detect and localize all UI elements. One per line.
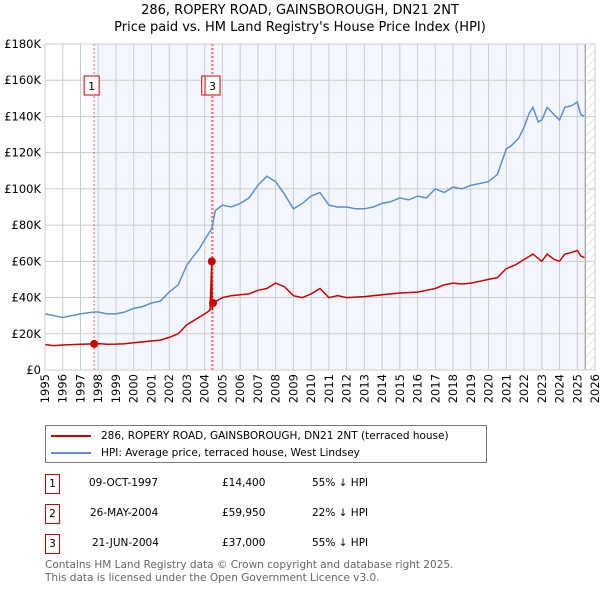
x-tick-label: 2017 — [428, 374, 442, 403]
x-tick-label: 1999 — [109, 374, 123, 403]
transaction-price: £37,000 — [222, 537, 266, 549]
x-tick-label: 2002 — [162, 374, 176, 403]
transaction-date: 26-MAY-2004 — [90, 507, 159, 519]
transaction-badge: 2 — [45, 504, 60, 524]
chart-title: 286, ROPERY ROAD, GAINSBOROUGH, DN21 2NT — [141, 3, 459, 18]
x-tick-label: 2026 — [588, 374, 600, 403]
series-line — [44, 100, 585, 319]
price-chart: 1995 1996 1997 1998 1999 2000 2001 2002 2003 2004… — [4, 37, 600, 403]
legend-label: 286, ROPERY ROAD, GAINSBOROUGH, DN21 2NT… — [101, 430, 449, 442]
transaction-hpi: 55% ↓ HPI — [312, 537, 369, 549]
x-tick-label: 2015 — [393, 374, 407, 403]
x-tick-label: 2004 — [198, 374, 212, 403]
legend-swatch-red — [51, 435, 91, 437]
x-tick-label: 2012 — [340, 374, 354, 403]
legend-swatch-blue — [51, 452, 91, 454]
x-tick-label: 2023 — [535, 374, 549, 403]
transaction-date: 09-OCT-1997 — [89, 477, 158, 489]
x-tick-label: 2001 — [144, 374, 158, 403]
x-tick-label: 2003 — [180, 374, 194, 403]
y-tick-label: £0 — [26, 363, 41, 377]
x-tick-label: 1996 — [56, 374, 70, 403]
x-tick-label: 2008 — [269, 374, 283, 403]
x-tick-label: 2025 — [570, 374, 584, 403]
legend-label: HPI: Average price, terraced house, West… — [101, 447, 360, 459]
transaction-badge: 1 — [45, 474, 60, 494]
x-tick-label: 2000 — [127, 374, 141, 403]
x-tick-label: 2011 — [322, 374, 336, 403]
transaction-hpi: 55% ↓ HPI — [312, 477, 369, 489]
x-tick-label: 2005 — [215, 374, 229, 403]
x-tick-label: 2019 — [464, 374, 478, 403]
transaction-row: 2 26-MAY-2004 £59,950 22% ↓ HPI — [45, 504, 465, 524]
y-tick-label: £140K — [4, 109, 41, 123]
transaction-badge: 3 — [45, 534, 60, 554]
sale-point — [209, 298, 218, 307]
x-tick-label: 2009 — [286, 374, 300, 403]
sale-point — [207, 257, 216, 266]
legend-item-property: 286, ROPERY ROAD, GAINSBOROUGH, DN21 2NT… — [51, 428, 449, 444]
footer-line: This data is licensed under the Open Gov… — [45, 572, 380, 584]
x-tick-label: 1998 — [91, 374, 105, 403]
y-tick-label: £80K — [12, 218, 42, 232]
y-tick-label: £60K — [12, 254, 42, 268]
x-tick-label: 2010 — [304, 374, 318, 403]
sale-label: 3 — [209, 80, 216, 93]
transaction-date: 21-JUN-2004 — [92, 537, 159, 549]
sale-point — [90, 339, 99, 348]
y-tick-label: £100K — [4, 182, 41, 196]
transaction-price: £59,950 — [222, 507, 266, 519]
forecast-hatch — [585, 44, 595, 370]
x-tick-label: 2020 — [482, 374, 496, 403]
plot-border — [44, 43, 596, 371]
x-tick-label: 2007 — [251, 374, 265, 403]
y-tick-label: £40K — [12, 291, 42, 305]
legend: 286, ROPERY ROAD, GAINSBOROUGH, DN21 2NT… — [45, 425, 487, 463]
x-tick-label: 2021 — [499, 374, 513, 403]
footer-note: Contains HM Land Registry data © Crown c… — [45, 559, 453, 585]
x-tick-label: 2018 — [446, 374, 460, 403]
footer-line: Contains HM Land Registry data © Crown c… — [45, 559, 454, 571]
x-tick-label: 2016 — [411, 374, 425, 403]
x-tick-label: 2013 — [357, 374, 371, 403]
series-line — [44, 249, 585, 347]
chart-subtitle: Price paid vs. HM Land Registry's House … — [114, 20, 486, 35]
x-tick-label: 2024 — [553, 374, 567, 403]
x-tick-label: 2006 — [233, 374, 247, 403]
y-tick-label: £180K — [4, 37, 41, 51]
y-tick-label: £20K — [12, 327, 42, 341]
x-tick-label: 1997 — [73, 374, 87, 403]
y-tick-label: £120K — [4, 146, 41, 160]
transaction-row: 1 09-OCT-1997 £14,400 55% ↓ HPI — [45, 474, 465, 494]
x-tick-label: 1995 — [38, 374, 52, 403]
transaction-row: 3 21-JUN-2004 £37,000 55% ↓ HPI — [45, 534, 465, 554]
transaction-price: £14,400 — [222, 477, 266, 489]
x-tick-label: 2022 — [517, 374, 531, 403]
legend-item-hpi: HPI: Average price, terraced house, West… — [51, 445, 360, 461]
transaction-hpi: 22% ↓ HPI — [312, 507, 369, 519]
sale-label-box — [83, 75, 100, 96]
sale-label: 1 — [88, 80, 95, 93]
sale-label-box — [204, 75, 221, 96]
y-tick-label: £160K — [4, 73, 41, 87]
x-tick-label: 2014 — [375, 374, 389, 403]
